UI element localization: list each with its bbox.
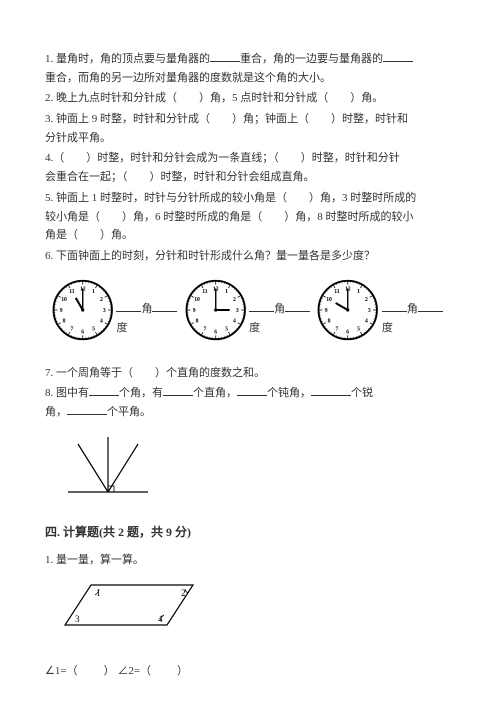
- svg-text:2: 2: [233, 297, 236, 303]
- q4-text-a: 4.（: [45, 152, 64, 164]
- svg-text:11: 11: [335, 289, 341, 295]
- q7-text-b: ）个直角的度数之和。: [155, 367, 265, 379]
- q8-text-b: 个角，有: [119, 387, 163, 399]
- expr-b: ） ∠2=（: [104, 665, 151, 677]
- question-5: 5. 钟面上 1 时整时，时针与分针所成的较小角是（ ）角，3 时整时所成的 较小…: [45, 189, 455, 245]
- svg-text:9: 9: [325, 307, 328, 313]
- q5-text-b: ）角，3 时整时所成的: [309, 192, 416, 204]
- blank: [210, 50, 240, 62]
- clock-face-1: 123456789101112: [51, 276, 114, 344]
- svg-text:1: 1: [225, 289, 228, 295]
- clock-1-label: 角度: [116, 300, 183, 343]
- clock-1: 123456789101112 角度: [51, 276, 184, 344]
- svg-text:7: 7: [336, 326, 339, 332]
- q5-text-f: 角是（: [45, 229, 78, 241]
- question-1: 1. 量角时，角的顶点要与量角器的 重合，角的一边要与量角器的 重合，而角的另一边…: [45, 50, 455, 87]
- clocks-row: 123456789101112 角度 123456789101112 角度 12…: [45, 276, 455, 344]
- svg-text:11: 11: [202, 289, 208, 295]
- q2-text-b: ）角，5 点时针和分针成（: [199, 92, 328, 104]
- svg-text:10: 10: [61, 297, 67, 303]
- svg-text:3: 3: [236, 307, 239, 313]
- svg-text:7: 7: [203, 326, 206, 332]
- question-2: 2. 晚上九点时针和分针成（ ）角，5 点时针和分针成（ ）角。: [45, 89, 455, 108]
- svg-text:4: 4: [365, 318, 368, 324]
- q6-text: 6. 下面钟面上的时刻，分针和时针形成什么角？量一量各是多少度？: [45, 250, 375, 262]
- q5-text-e: ）角，8 时整时所成的较小: [284, 211, 413, 223]
- svg-text:7: 7: [71, 326, 74, 332]
- svg-text:9: 9: [192, 307, 195, 313]
- svg-text:1: 1: [92, 289, 95, 295]
- question-8: 8. 图中有 个角，有 个直角， 个钝角， 个锐 角， 个平角。: [45, 384, 455, 421]
- q4-text-c: ）时整，时针和分针: [301, 152, 400, 164]
- clock-face-3: 123456789101112: [316, 276, 379, 344]
- q8-text-a: 8. 图中有: [45, 387, 89, 399]
- clock-2: 123456789101112 角度: [184, 276, 317, 344]
- angle-figure: [63, 432, 455, 509]
- clock-face-2: 123456789101112: [184, 276, 247, 344]
- q2-text-a: 2. 晚上九点时针和分针成（: [45, 92, 177, 104]
- svg-text:3: 3: [368, 307, 371, 313]
- q4-text-e: ）时整，时针和分针会组成直角。: [150, 171, 315, 183]
- q8-text-f: 角，: [45, 406, 67, 418]
- svg-text:6: 6: [347, 329, 350, 335]
- angle-label-3: 3: [75, 614, 80, 624]
- svg-text:11: 11: [69, 289, 75, 295]
- clock-3: 123456789101112 角度: [316, 276, 449, 344]
- svg-text:5: 5: [225, 326, 228, 332]
- angle-expressions: ∠1=（ ） ∠2=（ ）: [45, 662, 455, 681]
- q3-text-a: 3. 钟面上 9 时整，时针和分针成（: [45, 113, 210, 125]
- svg-text:5: 5: [357, 326, 360, 332]
- q7-text-a: 7. 一个周角等于（: [45, 367, 133, 379]
- svg-text:8: 8: [63, 318, 66, 324]
- svg-text:1: 1: [357, 289, 360, 295]
- svg-text:10: 10: [194, 297, 200, 303]
- q4-text-b: ）时整，时针和分针会成为一条直线；（: [86, 152, 279, 164]
- q8-text-d: 个钝角，: [267, 387, 311, 399]
- question-4: 4.（ ）时整，时针和分针会成为一条直线；（ ）时整，时针和分针 会重合在一起；（ ）…: [45, 149, 455, 186]
- clock-2-label: 角度: [249, 300, 316, 343]
- q8-text-g: 个平角。: [107, 406, 151, 418]
- svg-text:8: 8: [195, 318, 198, 324]
- svg-text:2: 2: [100, 297, 103, 303]
- q8-text-e: 个锐: [351, 387, 373, 399]
- q4-text-d: 会重合在一起；（: [45, 171, 128, 183]
- expr-a: ∠1=（: [45, 665, 78, 677]
- q3-text-d: 分针成平角。: [45, 132, 111, 144]
- q5-text-a: 5. 钟面上 1 时整时，时针与分针所成的较小角是（: [45, 192, 287, 204]
- svg-text:5: 5: [92, 326, 95, 332]
- question-6: 6. 下面钟面上的时刻，分针和时针形成什么角？量一量各是多少度？: [45, 247, 455, 266]
- question-3: 3. 钟面上 9 时整，时针和分针成（ ）角；钟面上（ ）时整，时针和 分针成平角。: [45, 110, 455, 147]
- clock-3-label: 角度: [382, 300, 449, 343]
- q3-text-b: ）角；钟面上（: [232, 113, 309, 125]
- q1-text-b: 重合，角的一边要与量角器的: [240, 53, 383, 65]
- expr-c: ）: [177, 665, 188, 677]
- angle-label-1: 1: [96, 588, 101, 598]
- svg-text:8: 8: [328, 318, 331, 324]
- svg-text:6: 6: [214, 329, 217, 335]
- svg-text:4: 4: [233, 318, 236, 324]
- svg-text:6: 6: [81, 329, 84, 335]
- q8-text-c: 个直角，: [193, 387, 237, 399]
- q1-text-c: 重合，而角的另一边所对量角器的度数就是这个角的大小。: [45, 72, 331, 84]
- q5-text-g: ）角。: [100, 229, 133, 241]
- svg-text:10: 10: [327, 297, 333, 303]
- q2-text-c: ）角。: [350, 92, 383, 104]
- svg-text:9: 9: [60, 307, 63, 313]
- svg-text:2: 2: [365, 297, 368, 303]
- svg-text:4: 4: [100, 318, 103, 324]
- svg-text:3: 3: [103, 307, 106, 313]
- question-7: 7. 一个周角等于（ ）个直角的度数之和。: [45, 364, 455, 383]
- section-4-title: 四. 计算题(共 2 题，共 9 分): [45, 522, 455, 542]
- q1-text-a: 1. 量角时，角的顶点要与量角器的: [45, 53, 210, 65]
- blank: [383, 50, 413, 62]
- q3-text-c: ）时整，时针和: [331, 113, 408, 125]
- q5-text-c: 较小角是（: [45, 211, 100, 223]
- q5-text-d: ）角，6 时整时所成的角是（: [122, 211, 262, 223]
- calc-question-1: 1. 量一量，算一算。: [45, 551, 455, 570]
- parallelogram-figure: 1 2 3 4: [63, 575, 455, 642]
